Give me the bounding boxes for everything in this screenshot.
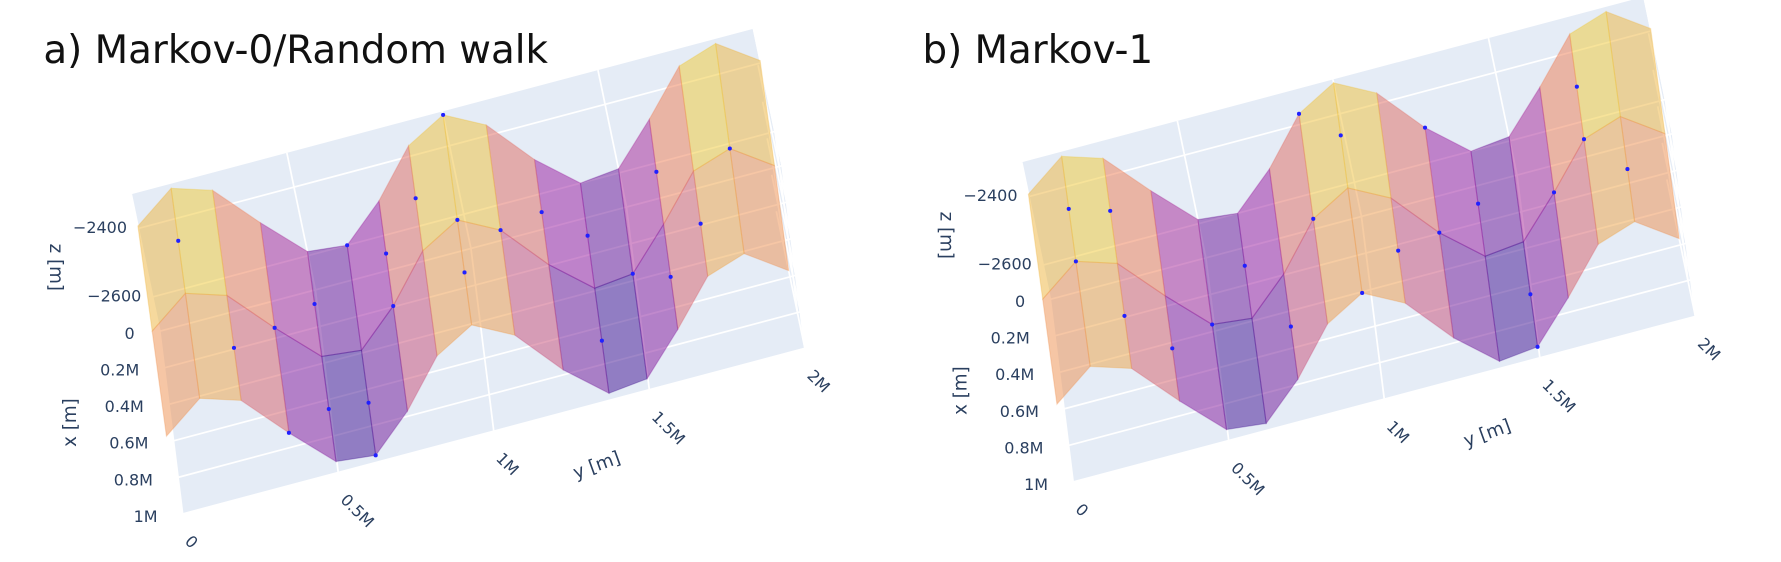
data-point: [498, 228, 503, 233]
surface-patch: [1553, 137, 1599, 300]
chart-title: a) Markov-0/Random walk: [43, 28, 548, 73]
z-tick-label: −2400: [73, 218, 127, 237]
data-point: [345, 243, 350, 248]
x-tick-label: 1M: [1024, 475, 1048, 494]
data-point: [1296, 111, 1302, 116]
data-point: [455, 217, 460, 222]
z-tick-label: −2600: [87, 286, 141, 305]
data-point: [1288, 324, 1293, 329]
grid-line: [1671, 133, 1697, 317]
data-point: [668, 274, 673, 279]
x-axis-title: x [m]: [60, 398, 81, 447]
surface-patch: [1283, 217, 1329, 381]
data-point: [1108, 208, 1113, 213]
surface-patch: [1211, 317, 1267, 431]
data-point: [1338, 133, 1343, 138]
z-tick-label: −2600: [978, 255, 1032, 274]
z-tick-label: −2400: [963, 186, 1017, 205]
data-point: [654, 169, 659, 174]
data-point: [1311, 216, 1316, 221]
data-point: [1066, 206, 1071, 211]
data-point: [1396, 248, 1401, 253]
data-point: [366, 400, 371, 405]
surface-patch: [1347, 187, 1406, 304]
data-point: [462, 270, 467, 275]
data-point: [1422, 125, 1428, 130]
data-point: [391, 303, 396, 309]
data-point: [1073, 259, 1078, 264]
data-point: [1476, 201, 1481, 206]
x-tick-label: 0: [125, 324, 135, 343]
surface-patch: [499, 228, 564, 371]
data-point: [441, 112, 446, 117]
data-point: [585, 233, 590, 238]
x-axis-title: x [m]: [950, 366, 971, 415]
data-point: [326, 406, 331, 412]
surface-patch: [422, 218, 473, 358]
surface-patch: [1583, 115, 1636, 246]
grid-line: [774, 131, 799, 315]
z-axis-title: z [m]: [45, 244, 66, 291]
chart-title: b) Markov-1: [922, 28, 1153, 73]
x-tick-label: 0.4M: [105, 397, 144, 416]
data-point: [1535, 344, 1540, 349]
surface-patch: [456, 219, 516, 336]
data-point: [1625, 167, 1630, 172]
surface-patch: [1042, 260, 1091, 406]
data-point: [1551, 190, 1557, 195]
grid-line: [781, 165, 806, 349]
grid-line: [1643, 0, 1674, 134]
surface-patch: [1251, 272, 1299, 425]
x-tick-label: 0.6M: [1000, 402, 1039, 421]
surface-patch: [360, 304, 409, 457]
data-point: [1437, 230, 1442, 235]
z-axis-title: z [m]: [936, 212, 957, 259]
data-point: [1242, 263, 1247, 268]
data-point: [1360, 290, 1365, 296]
x-tick-label: 0.8M: [1004, 438, 1043, 457]
grid-line: [752, 28, 783, 166]
surface-patch: [392, 249, 438, 413]
data-point: [286, 430, 291, 435]
data-point: [1581, 137, 1587, 142]
x-tick-label: 0.2M: [100, 361, 139, 380]
x-tick-label: 0: [1015, 292, 1025, 311]
data-point: [727, 146, 732, 151]
data-point: [384, 251, 389, 256]
panel: a) Markov-0/Random walk 0 0.2M 0.4M 0.6M 0.8M…: [43, 28, 833, 552]
data-point: [413, 196, 418, 201]
data-point: [630, 271, 635, 276]
data-point: [272, 325, 277, 330]
data-point: [539, 210, 544, 215]
grid-line: [1664, 99, 1690, 283]
x-tick-label: 0.6M: [109, 434, 148, 453]
data-point: [1122, 313, 1127, 318]
x-tick-label: 0.4M: [995, 365, 1034, 384]
surface-patch: [1619, 115, 1680, 240]
data-point: [698, 221, 703, 226]
data-point: [1528, 292, 1533, 297]
surface-patch: [1438, 231, 1501, 363]
surface-patch: [151, 292, 201, 438]
surface-patch: [1164, 294, 1228, 431]
panel: b) Markov-100.2M0.4M0.6M0.8M1M00.5M1M1.5…: [922, 0, 1724, 520]
data-point: [231, 345, 237, 350]
data-point: [599, 338, 604, 343]
x-tick-label: 0.8M: [114, 470, 153, 489]
data-point: [176, 238, 181, 243]
x-tick-label: 0.2M: [991, 329, 1030, 348]
surface-patch: [548, 263, 610, 395]
data-point: [312, 301, 317, 307]
data-point: [1210, 322, 1215, 327]
surface-patch: [1522, 190, 1569, 349]
data-point: [1170, 346, 1175, 351]
x-tick-label: 1M: [134, 507, 158, 526]
data-point: [373, 453, 378, 458]
data-point: [1574, 84, 1579, 89]
